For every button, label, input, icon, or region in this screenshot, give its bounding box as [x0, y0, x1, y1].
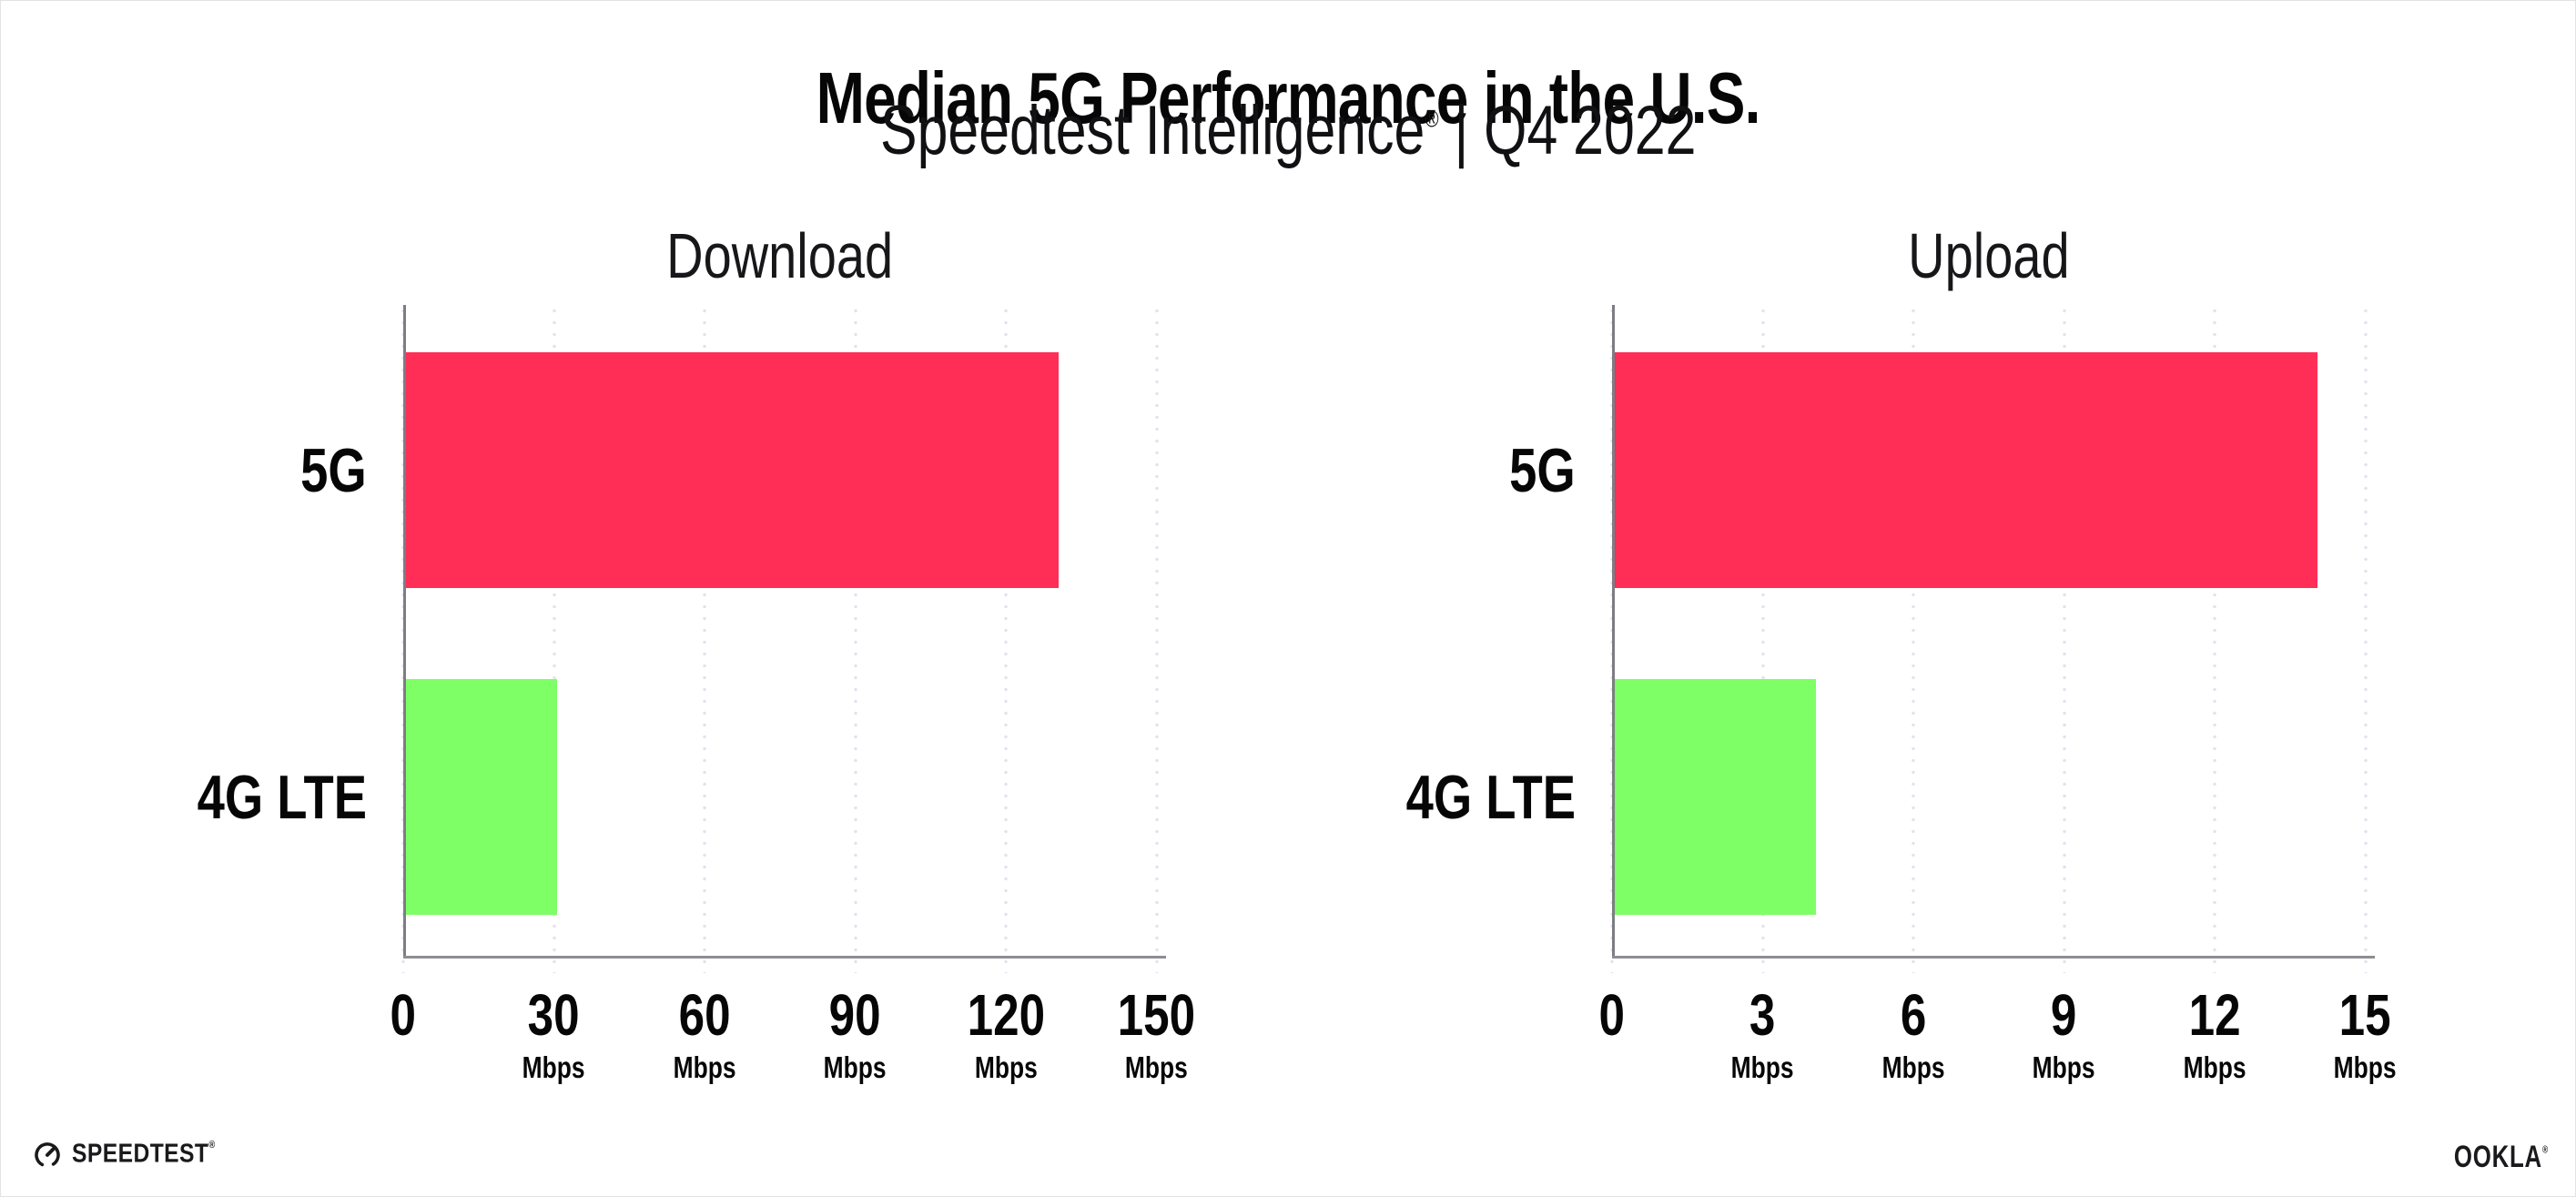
gridline-0: [1610, 305, 1614, 973]
bar-4g-lte-upload: [1615, 679, 1816, 915]
download-chart-title: Download: [666, 220, 894, 291]
x-tick-unit: Mbps: [974, 1050, 1038, 1084]
gridline-90: [853, 305, 857, 973]
x-tick-unit: Mbps: [1881, 1050, 1945, 1084]
x-tick-12: 12 Mbps: [2139, 986, 2290, 1082]
x-tick-unit: Mbps: [2183, 1050, 2246, 1084]
upload-chart-title: Upload: [1908, 220, 2070, 291]
gridline-120: [1004, 305, 1008, 973]
x-tick-value: 3: [1749, 982, 1776, 1048]
x-tick-9: 9 Mbps: [1989, 986, 2140, 1082]
ookla-logo: OOKLA®: [2424, 1141, 2549, 1172]
speedtest-logo: SPEEDTEST®: [33, 1138, 241, 1171]
subtitle-period: | Q4 2022: [1438, 92, 1697, 169]
gridline-3: [1760, 305, 1765, 973]
ookla-registered-mark: ®: [2542, 1144, 2549, 1156]
x-tick-15: 15 Mbps: [2290, 986, 2441, 1082]
x-tick-3: 3 Mbps: [1688, 986, 1839, 1082]
gridline-30: [552, 305, 556, 973]
x-tick-value: 0: [390, 982, 417, 1048]
x-tick-0: 0: [1536, 986, 1688, 1044]
x-tick-unit: Mbps: [522, 1050, 585, 1084]
gridline-150: [1154, 305, 1159, 973]
subtitle-brand: Speedtest Intelligence: [879, 92, 1425, 169]
gridline-6: [1912, 305, 1915, 973]
x-tick-value: 12: [2188, 982, 2241, 1048]
speedtest-gauge-icon: [33, 1140, 62, 1169]
gridline-0: [401, 305, 405, 973]
registered-mark: ®: [1425, 107, 1439, 133]
x-tick-unit: Mbps: [1125, 1050, 1188, 1084]
x-tick-value: 150: [1117, 982, 1196, 1048]
x-tick-unit: Mbps: [1731, 1050, 1794, 1084]
speedtest-registered-mark: ®: [208, 1140, 216, 1151]
x-tick-90: 90 Mbps: [780, 986, 931, 1082]
x-tick-value: 6: [1900, 982, 1927, 1048]
category-label-5g: 5G: [1509, 435, 1576, 505]
x-tick-30: 30 Mbps: [479, 986, 630, 1082]
x-tick-value: 0: [1598, 982, 1626, 1048]
gridline-9: [2062, 305, 2066, 973]
ookla-logo-text: OOKLA: [2453, 1140, 2543, 1174]
bar-5g-upload: [1615, 352, 2317, 588]
x-tick-value: 30: [528, 982, 580, 1048]
x-tick-6: 6 Mbps: [1838, 986, 1989, 1082]
bar-5g-download: [406, 352, 1059, 588]
gridline-15: [2363, 305, 2368, 973]
page-subtitle: Speedtest Intelligence® | Q4 2022: [0, 93, 2576, 169]
x-tick-value: 9: [2051, 982, 2077, 1048]
x-tick-value: 60: [678, 982, 731, 1048]
category-label-5g: 5G: [300, 435, 367, 505]
x-tick-value: 120: [967, 982, 1045, 1048]
x-tick-unit: Mbps: [673, 1050, 736, 1084]
page-title: Median 5G Performance in the U.S.: [816, 56, 1761, 138]
bar-4g-lte-download: [406, 679, 557, 915]
gridline-12: [2213, 305, 2216, 973]
x-tick-unit: Mbps: [2334, 1050, 2397, 1084]
x-tick-value: 90: [829, 982, 881, 1048]
x-tick-0: 0: [328, 986, 479, 1044]
download-plot-area: 5G 4G LTE 0 30 Mbps 60 Mbps 90 Mbps 120 Mbps 150 Mbp…: [198, 305, 1195, 1082]
gridline-60: [703, 305, 706, 973]
x-tick-value: 15: [2339, 982, 2391, 1048]
category-label-4g-lte: 4G LTE: [1405, 762, 1576, 832]
speedtest-logo-text: SPEEDTEST®: [72, 1139, 216, 1169]
upload-plot-area: 5G 4G LTE 0 3 Mbps 6 Mbps 9 Mbps 12 Mbps 15 Mbps: [1406, 305, 2397, 1082]
x-tick-unit: Mbps: [824, 1050, 887, 1084]
category-label-4g-lte: 4G LTE: [197, 762, 367, 832]
x-tick-150: 150 Mbps: [1081, 986, 1232, 1082]
x-tick-60: 60 Mbps: [629, 986, 780, 1082]
x-tick-120: 120 Mbps: [930, 986, 1081, 1082]
x-tick-unit: Mbps: [2033, 1050, 2095, 1084]
